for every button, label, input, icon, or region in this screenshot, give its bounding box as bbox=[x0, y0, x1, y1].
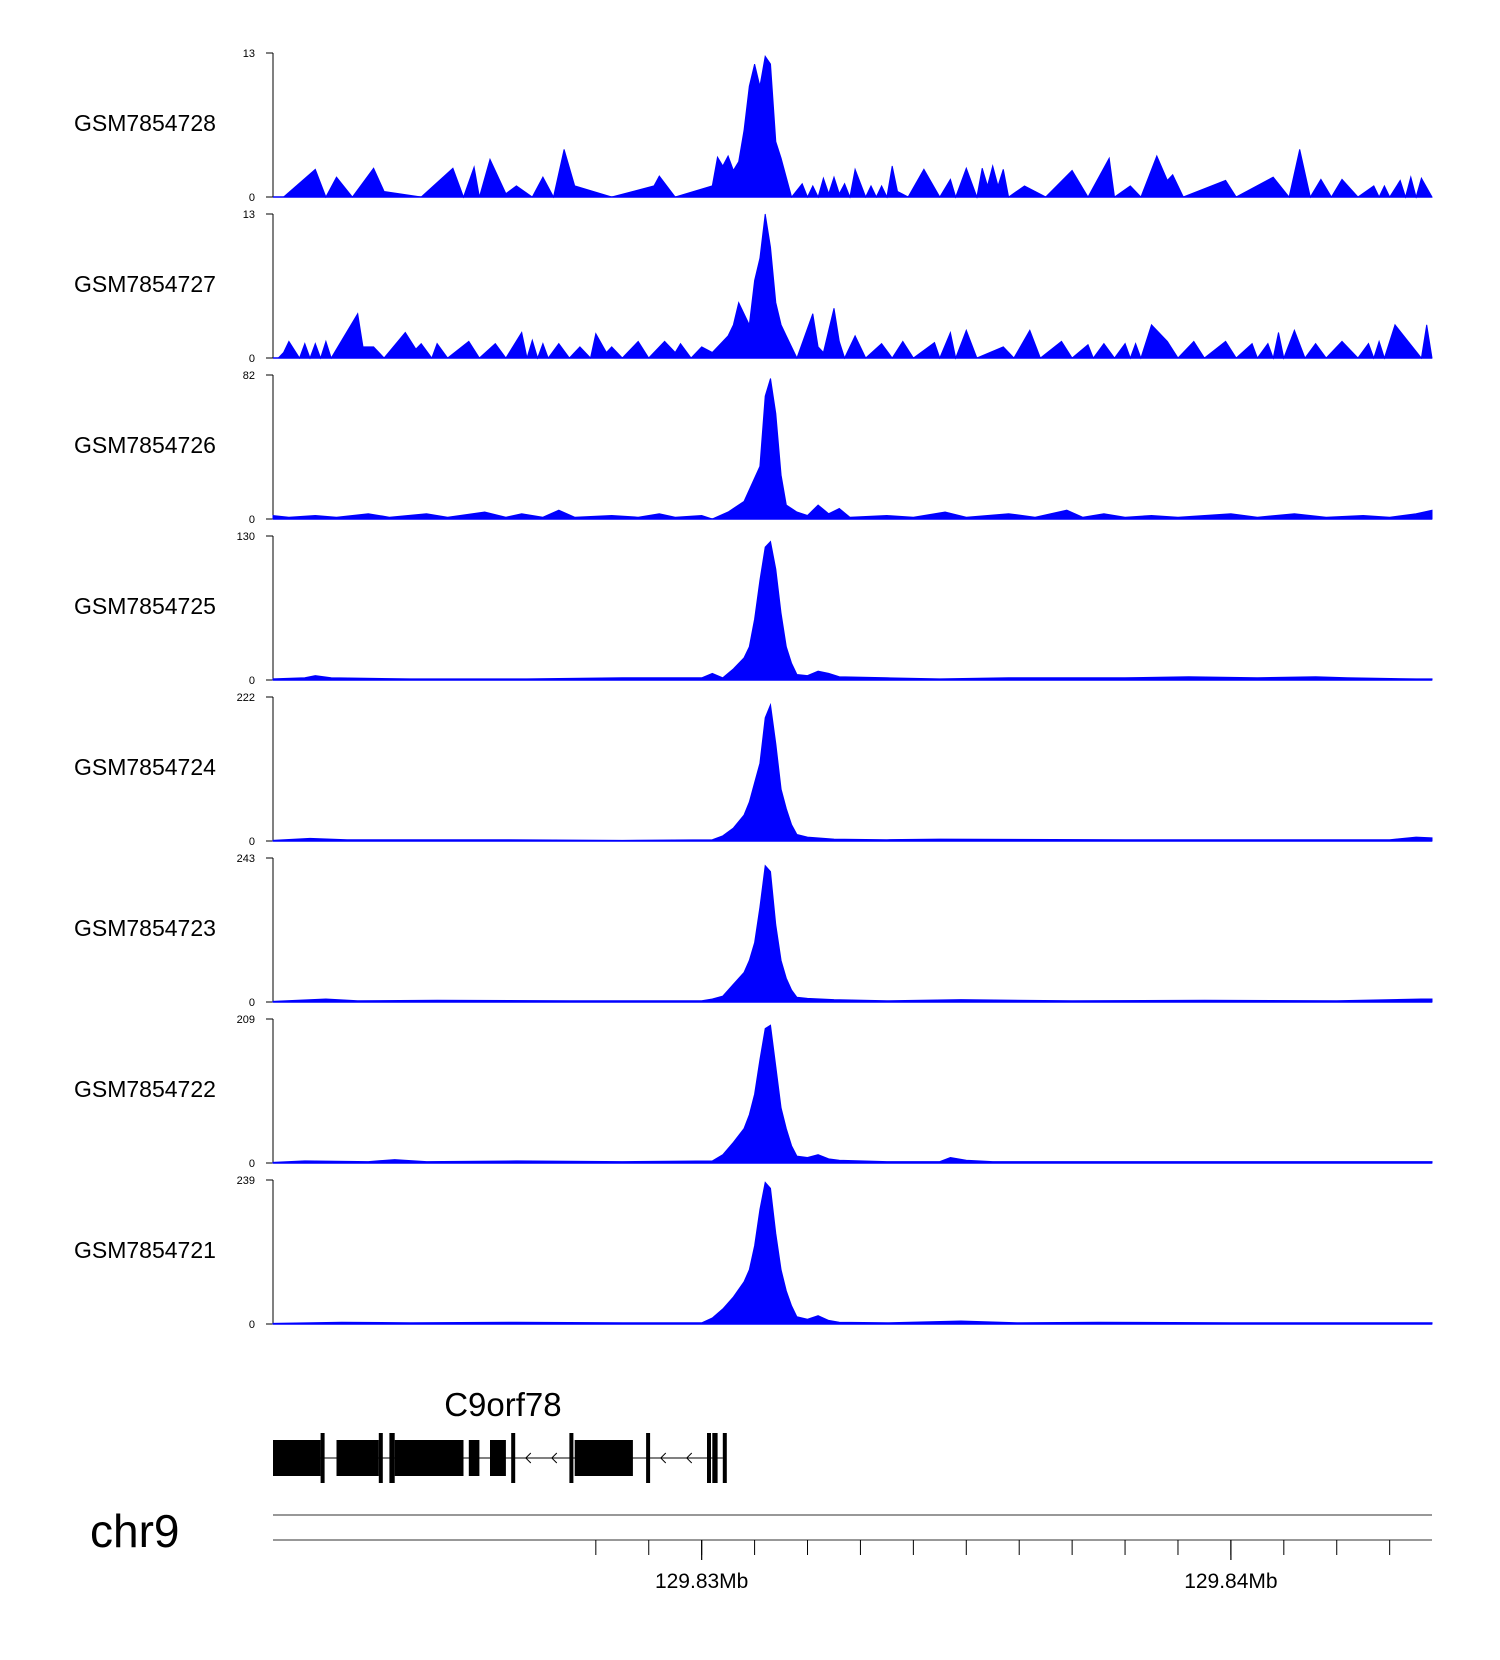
coverage-area bbox=[272, 864, 1433, 1003]
coverage-area bbox=[282, 55, 1433, 199]
genome-axis: chr9 129.83Mb 129.84Mb bbox=[90, 1505, 1432, 1593]
y-max-label: 239 bbox=[237, 1175, 255, 1187]
y-min-label: 0 bbox=[249, 836, 255, 848]
track-label: GSM7854727 bbox=[74, 271, 216, 297]
exon-block bbox=[389, 1433, 395, 1483]
gene-model-track: C9orf78 bbox=[273, 1386, 727, 1483]
track-label: GSM7854721 bbox=[74, 1237, 216, 1263]
strand-arrow bbox=[660, 1452, 667, 1464]
y-max-label: 243 bbox=[237, 853, 255, 865]
track-label: GSM7854723 bbox=[74, 915, 216, 941]
exon-block bbox=[569, 1433, 574, 1483]
coverage-area bbox=[272, 1024, 1433, 1164]
y-max-label: 209 bbox=[237, 1014, 255, 1026]
track-GSM7854727: GSM7854727 13 0 bbox=[74, 209, 1433, 365]
axis-tick-label: 129.83Mb bbox=[655, 1570, 748, 1593]
axis-ticks: 129.83Mb 129.84Mb bbox=[273, 1514, 1432, 1593]
coverage-area bbox=[277, 213, 1433, 360]
y-min-label: 0 bbox=[249, 192, 255, 204]
exon-block bbox=[273, 1440, 321, 1476]
track-GSM7854728: GSM7854728 13 0 bbox=[74, 48, 1433, 204]
track-GSM7854721: GSM7854721 239 0 bbox=[74, 1175, 1433, 1331]
y-max-label: 222 bbox=[237, 692, 255, 704]
exon-block bbox=[336, 1440, 379, 1476]
y-min-label: 0 bbox=[249, 514, 255, 526]
track-GSM7854724: GSM7854724 222 0 bbox=[74, 692, 1433, 848]
exon-block bbox=[722, 1433, 727, 1483]
coverage-area bbox=[272, 540, 1433, 681]
y-max-label: 82 bbox=[243, 370, 255, 382]
y-max-label: 13 bbox=[243, 48, 255, 60]
exon-block bbox=[707, 1433, 711, 1483]
y-min-label: 0 bbox=[249, 1158, 255, 1170]
gene-name-label: C9orf78 bbox=[444, 1386, 561, 1423]
track-label: GSM7854728 bbox=[74, 110, 216, 136]
exon-block bbox=[378, 1433, 383, 1483]
track-label: GSM7854726 bbox=[74, 432, 216, 458]
coverage-area bbox=[272, 1181, 1433, 1325]
track-label: GSM7854725 bbox=[74, 593, 216, 619]
coverage-area bbox=[272, 702, 1433, 842]
strand-arrow bbox=[551, 1452, 558, 1464]
y-max-label: 13 bbox=[243, 209, 255, 221]
coverage-area bbox=[272, 378, 1433, 520]
y-max-label: 130 bbox=[237, 531, 255, 543]
exon-block bbox=[468, 1440, 480, 1476]
coverage-tracks: GSM7854728130GSM7854727130GSM7854726820G… bbox=[74, 48, 1433, 1331]
track-label: GSM7854722 bbox=[74, 1076, 216, 1102]
axis-tick-label: 129.84Mb bbox=[1184, 1570, 1277, 1593]
exon-block bbox=[394, 1440, 464, 1476]
exon-block bbox=[646, 1433, 651, 1483]
chromosome-label: chr9 bbox=[90, 1505, 179, 1557]
track-label: GSM7854724 bbox=[74, 754, 216, 780]
exon-block bbox=[712, 1433, 718, 1483]
exon-block bbox=[320, 1433, 325, 1483]
strand-arrow bbox=[525, 1452, 532, 1464]
y-min-label: 0 bbox=[249, 353, 255, 365]
exon-block bbox=[574, 1440, 633, 1476]
y-min-label: 0 bbox=[249, 1319, 255, 1331]
strand-arrow bbox=[686, 1452, 693, 1464]
y-min-label: 0 bbox=[249, 997, 255, 1009]
track-GSM7854722: GSM7854722 209 0 bbox=[74, 1014, 1433, 1170]
gene-model bbox=[273, 1433, 727, 1483]
exon-block bbox=[511, 1433, 516, 1483]
track-GSM7854726: GSM7854726 82 0 bbox=[74, 370, 1433, 526]
y-min-label: 0 bbox=[249, 675, 255, 687]
exon-block bbox=[490, 1440, 506, 1476]
track-GSM7854723: GSM7854723 243 0 bbox=[74, 853, 1433, 1009]
track-GSM7854725: GSM7854725 130 0 bbox=[74, 531, 1433, 687]
